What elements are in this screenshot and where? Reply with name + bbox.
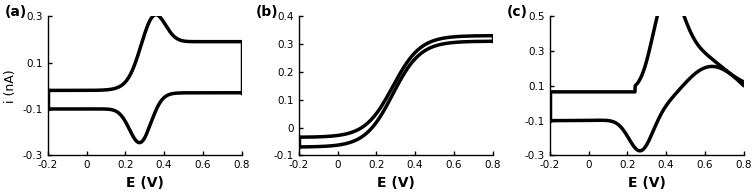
Text: (b): (b) [256,5,279,19]
X-axis label: E (V): E (V) [125,176,163,190]
Text: (a): (a) [5,5,27,19]
Y-axis label: i (nA): i (nA) [5,69,17,103]
X-axis label: E (V): E (V) [627,176,665,190]
Text: (c): (c) [507,5,528,19]
X-axis label: E (V): E (V) [376,176,414,190]
